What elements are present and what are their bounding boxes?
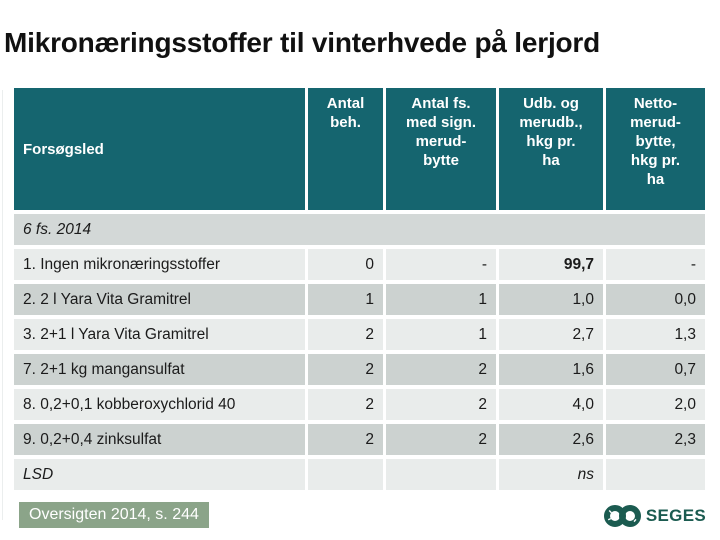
treatment-label: 9. 0,2+0,4 zinksulfat xyxy=(14,424,305,455)
lsd-netto xyxy=(606,459,705,490)
treatment-label: 1. Ingen mikronæringsstoffer xyxy=(14,249,305,280)
results-table: Forsøgsled Antal beh. Antal fs. med sign… xyxy=(14,88,705,490)
value-udbytte: 2,6 xyxy=(499,424,603,455)
value-antal-beh: 1 xyxy=(308,284,383,315)
value-udbytte: 1,0 xyxy=(499,284,603,315)
value-netto: 2,0 xyxy=(606,389,705,420)
seges-logo-text: SEGES xyxy=(645,506,706,525)
value-antal-fs: - xyxy=(386,249,496,280)
column-header-antal-beh: Antal beh. xyxy=(308,88,383,210)
value-udbytte: 1,6 xyxy=(499,354,603,385)
lsd-udbytte: ns xyxy=(499,459,603,490)
value-antal-fs: 1 xyxy=(386,284,496,315)
value-antal-fs: 2 xyxy=(386,424,496,455)
lsd-antal-beh xyxy=(308,459,383,490)
section-row-6fs-2014: 6 fs. 2014 xyxy=(14,214,705,245)
value-antal-fs: 2 xyxy=(386,389,496,420)
value-udbytte: 2,7 xyxy=(499,319,603,350)
value-udbytte: 99,7 xyxy=(499,249,603,280)
treatment-label: 2. 2 l Yara Vita Gramitrel xyxy=(14,284,305,315)
slide-title: Mikronæringsstoffer til vinterhvede på l… xyxy=(4,27,601,58)
value-netto: - xyxy=(606,249,705,280)
treatment-label: 8. 0,2+0,1 kobberoxychlorid 40 xyxy=(14,389,305,420)
value-antal-beh: 2 xyxy=(308,354,383,385)
value-antal-beh: 2 xyxy=(308,424,383,455)
column-header-forsogsled: Forsøgsled xyxy=(14,88,305,210)
column-header-antal-fs: Antal fs. med sign. merud- bytte xyxy=(386,88,496,210)
seges-logo: SEGES xyxy=(603,503,706,529)
value-antal-beh: 2 xyxy=(308,319,383,350)
value-udbytte: 4,0 xyxy=(499,389,603,420)
seges-rings-icon xyxy=(603,505,641,527)
treatment-label: 7. 2+1 kg mangansulfat xyxy=(14,354,305,385)
value-netto: 0,0 xyxy=(606,284,705,315)
value-antal-beh: 0 xyxy=(308,249,383,280)
treatment-label: 3. 2+1 l Yara Vita Gramitrel xyxy=(14,319,305,350)
source-reference: Oversigten 2014, s. 244 xyxy=(19,502,209,528)
column-header-nettomerudbytte: Netto- merud- bytte, hkg pr. ha xyxy=(606,88,705,210)
value-netto: 1,3 xyxy=(606,319,705,350)
value-netto: 2,3 xyxy=(606,424,705,455)
value-netto: 0,7 xyxy=(606,354,705,385)
value-antal-fs: 1 xyxy=(386,319,496,350)
lsd-label: LSD xyxy=(14,459,305,490)
column-header-udbytte: Udb. og merudb., hkg pr. ha xyxy=(499,88,603,210)
value-antal-beh: 2 xyxy=(308,389,383,420)
value-antal-fs: 2 xyxy=(386,354,496,385)
lsd-antal-fs xyxy=(386,459,496,490)
slide-edge-line xyxy=(2,90,3,520)
